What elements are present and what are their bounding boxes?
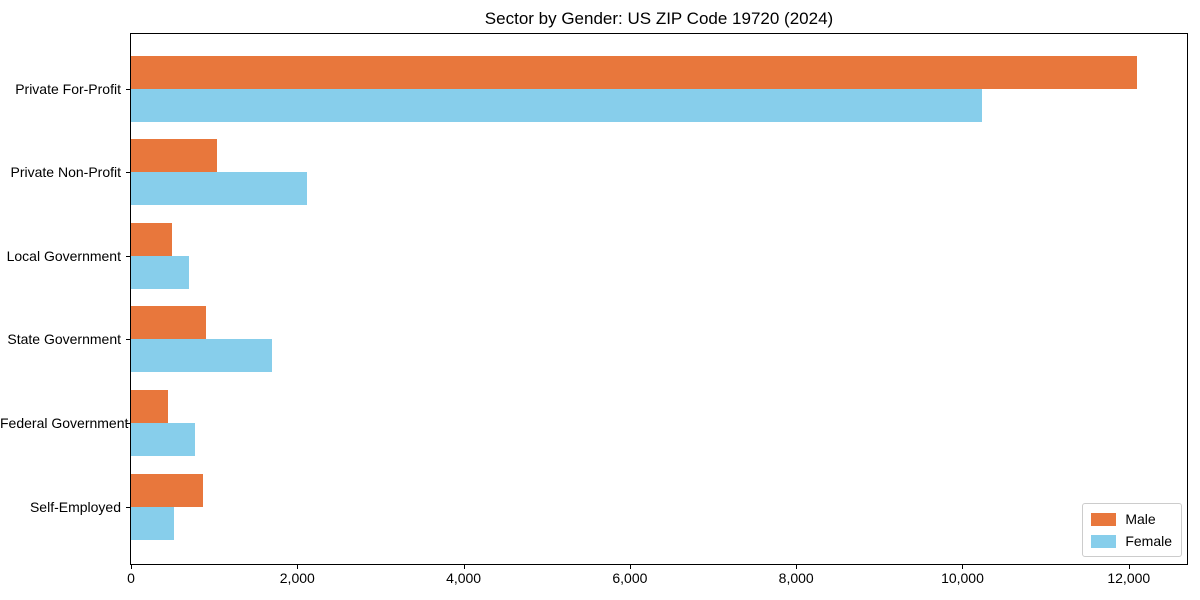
bar-male-private-for-profit xyxy=(131,55,1138,89)
bar-female-private-non-profit xyxy=(131,172,308,206)
x-tick-label: 4,000 xyxy=(446,570,482,586)
x-tick xyxy=(962,565,964,569)
y-category-label: Private Non-Profit xyxy=(10,164,121,181)
x-tick xyxy=(796,565,798,569)
y-tick xyxy=(126,172,130,174)
y-category-label: Federal Government xyxy=(0,414,129,431)
bar-male-self-employed xyxy=(131,473,204,507)
bar-female-self-employed xyxy=(131,506,175,540)
bar-male-federal-government xyxy=(131,389,169,423)
y-tick xyxy=(126,88,130,90)
bar-male-private-non-profit xyxy=(131,139,217,173)
bar-female-private-for-profit xyxy=(131,88,982,122)
y-category-label: Private For-Profit xyxy=(15,80,121,97)
bar-female-state-government xyxy=(131,339,273,373)
y-tick xyxy=(126,255,130,257)
y-tick xyxy=(126,506,130,508)
x-tick-label: 8,000 xyxy=(778,570,814,586)
x-tick-label: 10,000 xyxy=(941,570,984,586)
x-tick xyxy=(629,565,631,569)
y-tick xyxy=(126,422,130,424)
legend-swatch-male xyxy=(1091,512,1117,526)
chart-title: Sector by Gender: US ZIP Code 19720 (202… xyxy=(484,9,834,28)
y-tick xyxy=(126,339,130,341)
legend: Male Female xyxy=(1082,503,1182,557)
x-tick xyxy=(1128,565,1130,569)
plot-area: Male Female xyxy=(130,33,1188,565)
x-tick-label: 12,000 xyxy=(1107,570,1151,586)
x-tick xyxy=(297,565,299,569)
y-category-label: Local Government xyxy=(6,247,121,264)
legend-swatch-female xyxy=(1091,534,1117,548)
y-category-label: State Government xyxy=(7,331,121,348)
y-category-label: Self-Employed xyxy=(29,498,121,515)
x-tick xyxy=(131,565,132,569)
bar-female-local-government xyxy=(131,255,190,289)
x-tick xyxy=(463,565,465,569)
x-tick-label: 2,000 xyxy=(279,570,315,586)
bar-female-federal-government xyxy=(131,422,196,456)
legend-item-male: Male xyxy=(1091,511,1172,527)
legend-label-male: Male xyxy=(1125,511,1156,527)
bar-male-state-government xyxy=(131,306,206,340)
x-tick-label: 0 xyxy=(127,570,135,586)
legend-item-female: Female xyxy=(1091,533,1172,549)
legend-label-female: Female xyxy=(1125,533,1172,549)
x-tick-label: 6,000 xyxy=(612,570,648,586)
bar-male-local-government xyxy=(131,222,172,256)
